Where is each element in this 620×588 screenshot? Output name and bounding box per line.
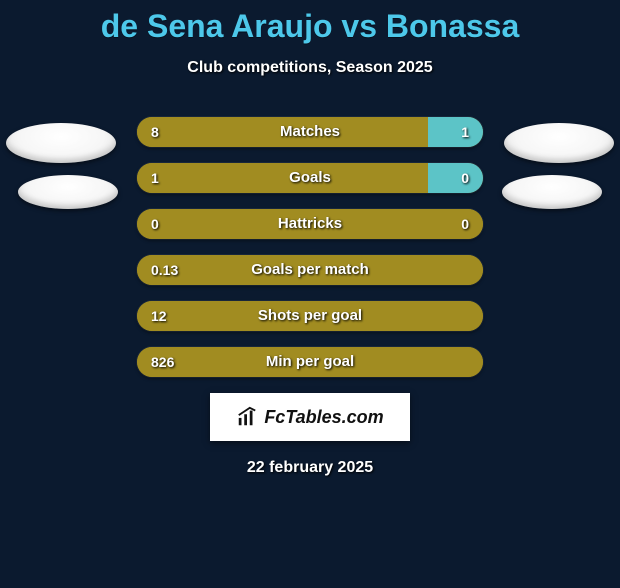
stat-label: Goals per match [137, 255, 483, 285]
stat-row: 826Min per goal [137, 347, 483, 377]
player-right-avatar [504, 123, 614, 163]
stat-label: Shots per goal [137, 301, 483, 331]
branding-text: FcTables.com [264, 407, 383, 428]
subtitle: Club competitions, Season 2025 [0, 59, 620, 77]
chart-icon [236, 406, 258, 428]
player-left-avatar [6, 123, 116, 163]
stat-row: 1Goals0 [137, 163, 483, 193]
stat-row: 0Hattricks0 [137, 209, 483, 239]
stat-row: 12Shots per goal [137, 301, 483, 331]
stat-label: Goals [137, 163, 483, 193]
branding-badge: FcTables.com [210, 393, 410, 441]
player-left-avatar-2 [18, 175, 118, 209]
stat-right-value: 0 [461, 209, 469, 239]
stat-right-value: 1 [461, 117, 469, 147]
stat-rows: 8Matches11Goals00Hattricks00.13Goals per… [137, 117, 483, 377]
stat-row: 8Matches1 [137, 117, 483, 147]
page-title: de Sena Araujo vs Bonassa [0, 8, 620, 45]
comparison-stage: 8Matches11Goals00Hattricks00.13Goals per… [0, 117, 620, 377]
stat-label: Hattricks [137, 209, 483, 239]
stat-row: 0.13Goals per match [137, 255, 483, 285]
footer-date: 22 february 2025 [0, 459, 620, 477]
player-right-avatar-2 [502, 175, 602, 209]
stat-label: Min per goal [137, 347, 483, 377]
stat-right-value: 0 [461, 163, 469, 193]
stat-label: Matches [137, 117, 483, 147]
